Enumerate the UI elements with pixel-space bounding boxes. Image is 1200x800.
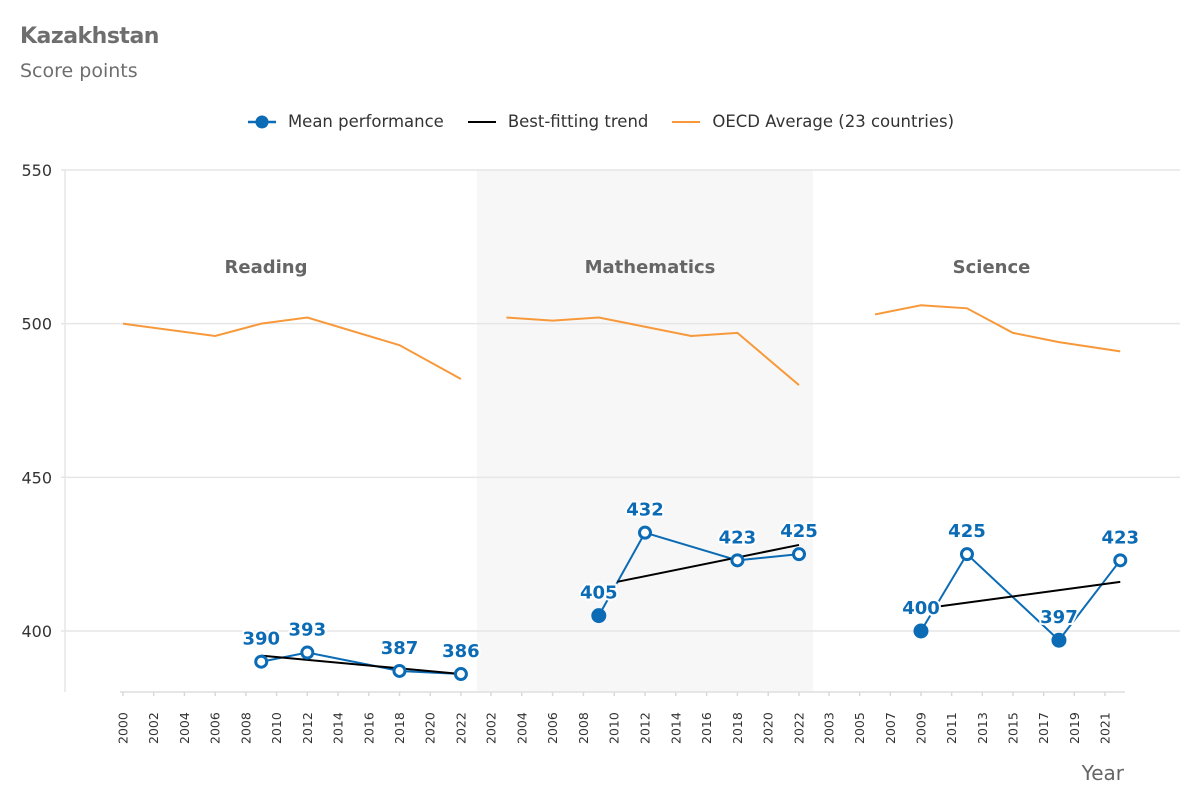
xtick-label: 2005 <box>852 712 867 744</box>
legend-item-oecd-average[interactable]: OECD Average (23 countries) <box>670 112 954 131</box>
trend-legend-icon <box>467 120 496 123</box>
data-label: 423 <box>719 527 757 548</box>
xtick-label: 2021 <box>1097 712 1112 744</box>
xtick-label: 2006 <box>545 712 560 744</box>
oecd-legend-icon <box>672 120 701 123</box>
xtick-label: 2000 <box>116 712 131 744</box>
data-label: 387 <box>381 638 419 659</box>
data-label: 425 <box>948 521 986 542</box>
xtick-label: 2013 <box>975 712 990 744</box>
xtick-label: 2002 <box>146 712 161 744</box>
oecd-line-reading <box>122 316 462 380</box>
xtick-label: 2022 <box>453 712 468 744</box>
x-axis-title: Year <box>1081 761 1125 785</box>
xtick-label: 2020 <box>423 712 438 744</box>
mean-line-mathematics <box>597 531 800 617</box>
trend-line-mathematics <box>617 543 800 583</box>
xtick-label: 2014 <box>331 712 346 744</box>
xtick-label: 2008 <box>576 712 591 744</box>
ytick-label: 400 <box>21 622 52 641</box>
legend-item-best-fitting-trend[interactable]: Best-fitting trend <box>466 112 649 131</box>
trend-line-reading <box>261 654 462 676</box>
xtick-label: 2003 <box>822 712 837 744</box>
xtick-label: 2016 <box>361 712 376 744</box>
legend: Mean performance Best-fitting trend OECD… <box>0 112 1200 131</box>
data-label: 386 <box>442 641 480 662</box>
data-point-filled[interactable] <box>913 623 929 639</box>
chart-title: Kazakhstan <box>20 24 159 49</box>
xtick-label: 2004 <box>177 712 192 744</box>
panel-title-science: Science <box>953 257 1031 278</box>
ytick-label: 450 <box>21 468 52 487</box>
ytick-label: 550 <box>21 161 52 180</box>
xtick-label: 2011 <box>944 712 959 744</box>
xtick-label: 2012 <box>300 712 315 744</box>
xtick-label: 2020 <box>761 712 776 744</box>
data-point-filled[interactable] <box>591 608 607 624</box>
data-point-hollow[interactable] <box>959 547 974 562</box>
data-point-hollow[interactable] <box>453 667 468 682</box>
data-point-hollow[interactable] <box>392 663 407 678</box>
xtick-label: 2007 <box>883 712 898 744</box>
legend-label-mean-performance: Mean performance <box>287 112 444 131</box>
panel-title-reading: Reading <box>225 257 308 278</box>
data-label: 432 <box>626 500 664 521</box>
xtick-label: 2014 <box>668 712 683 744</box>
ytick-label: 500 <box>21 315 52 334</box>
shaded-panel-mathematics <box>477 170 813 692</box>
data-point-hollow[interactable] <box>300 645 315 660</box>
xtick-label: 2002 <box>484 712 499 744</box>
trend-line-science <box>939 580 1121 608</box>
chart-subtitle: Score points <box>20 60 138 82</box>
data-point-hollow[interactable] <box>638 525 652 540</box>
xtick-label: 2016 <box>699 712 714 744</box>
xtick-label: 2018 <box>730 712 745 744</box>
oecd-line-mathematics <box>506 316 800 386</box>
xtick-label: 2019 <box>1067 712 1082 744</box>
mean-line-science <box>920 552 1122 642</box>
data-point-hollow[interactable] <box>792 547 806 562</box>
xtick-label: 2017 <box>1036 712 1051 744</box>
xtick-label: 2018 <box>392 712 407 744</box>
xtick-label: 2010 <box>269 712 284 744</box>
legend-item-mean-performance[interactable]: Mean performance <box>246 112 444 131</box>
xtick-label: 2008 <box>238 712 253 744</box>
data-label: 393 <box>289 620 327 641</box>
data-point-hollow[interactable] <box>730 553 745 568</box>
data-label: 425 <box>780 521 818 542</box>
legend-label-best-fitting-trend: Best-fitting trend <box>507 112 649 131</box>
panel-title-mathematics: Mathematics <box>585 257 716 278</box>
data-label: 400 <box>902 598 940 619</box>
data-label: 397 <box>1040 607 1078 628</box>
data-point-hollow[interactable] <box>254 654 269 669</box>
xtick-label: 2006 <box>208 712 223 744</box>
mean-performance-legend-icon <box>247 115 276 128</box>
xtick-label: 2004 <box>514 712 529 744</box>
data-label: 390 <box>242 629 280 650</box>
xtick-label: 2012 <box>638 712 653 744</box>
data-label: 423 <box>1101 527 1139 548</box>
legend-label-oecd-average: OECD Average (23 countries) <box>712 112 955 131</box>
xtick-label: 2009 <box>913 712 928 744</box>
oecd-line-science <box>874 304 1121 353</box>
xtick-label: 2022 <box>792 712 807 744</box>
xtick-label: 2015 <box>1005 712 1020 744</box>
xtick-label: 2010 <box>607 712 622 744</box>
data-point-filled[interactable] <box>1051 632 1067 648</box>
data-label: 405 <box>580 583 618 604</box>
data-point-hollow[interactable] <box>1113 553 1128 568</box>
